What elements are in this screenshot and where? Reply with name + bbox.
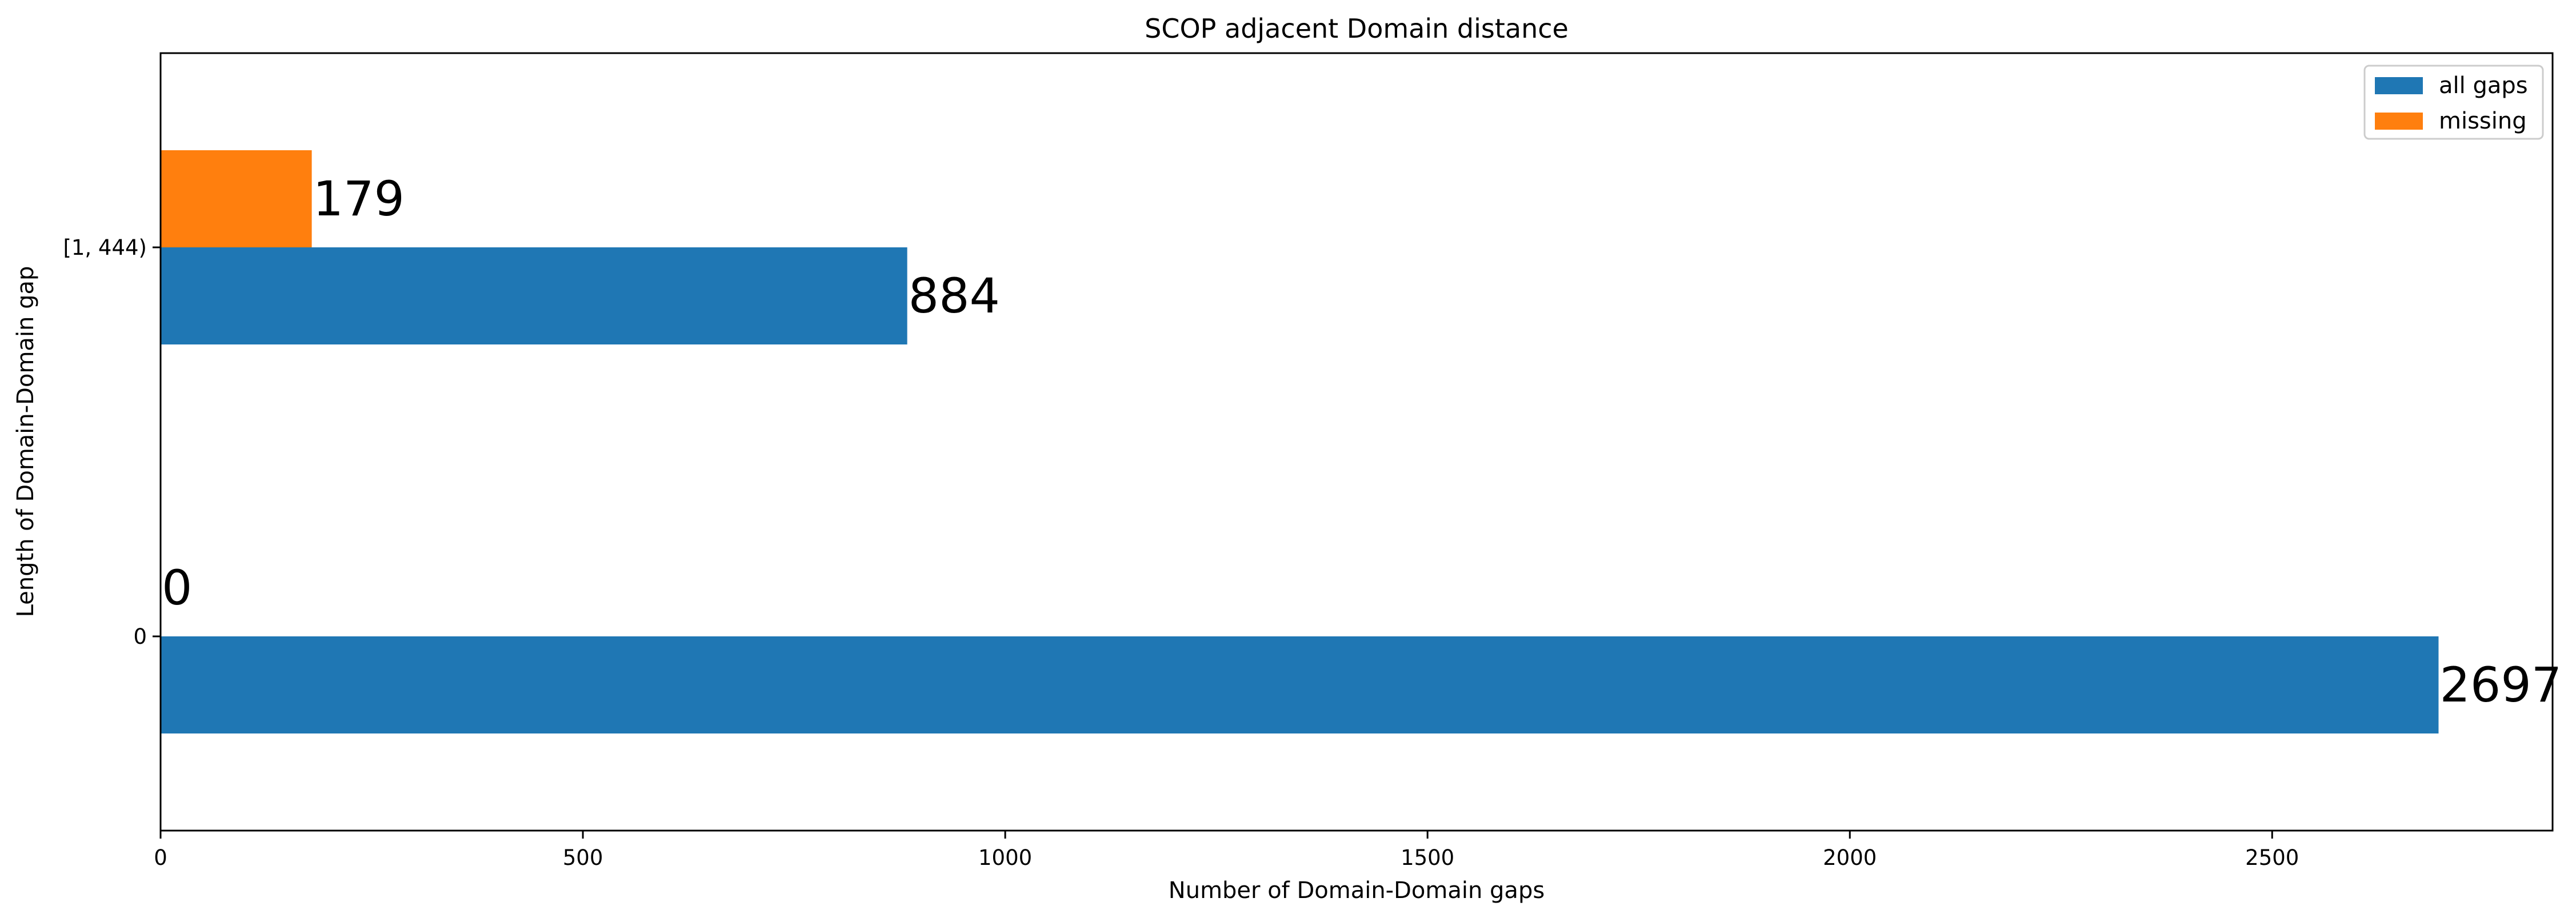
x-axis: 0 500 1000 1500 2000 2500: [154, 831, 2299, 870]
data-label: 2697: [2439, 657, 2562, 713]
legend: all gaps missing: [2363, 65, 2544, 140]
legend-swatch: [2375, 113, 2423, 130]
x-axis-label: Number of Domain-Domain gaps: [1169, 877, 1545, 904]
legend-entry: all gaps: [2439, 73, 2528, 99]
bar-missing--1-444-: [161, 150, 312, 247]
data-label: 884: [909, 268, 1000, 324]
bars-group: [161, 150, 2439, 733]
x-tick-label: 500: [563, 845, 603, 870]
x-tick-label: 2500: [2245, 845, 2299, 870]
data-label: 179: [313, 171, 405, 227]
data-labels-group: 2697 884 0 179: [162, 171, 2562, 713]
chart-title: SCOP adjacent Domain distance: [1145, 13, 1569, 44]
plot-frame: [159, 52, 2554, 832]
bar-all-gaps-0: [161, 636, 2439, 733]
legend-swatch: [2375, 77, 2423, 94]
x-tick-label: 2000: [1823, 845, 1877, 870]
bar-all-gaps--1-444-: [161, 247, 907, 344]
legend-entry: missing: [2439, 108, 2527, 134]
x-tick-label: 1000: [978, 845, 1032, 870]
data-label: 0: [162, 560, 192, 616]
x-tick-label: 1500: [1401, 845, 1454, 870]
y-tick-label: 0: [133, 624, 147, 649]
y-axis: 0 [1, 444): [63, 235, 161, 649]
y-tick-label: [1, 444): [63, 235, 147, 260]
y-axis-label: Length of Domain-Domain gap: [13, 266, 39, 618]
x-tick-label: 0: [154, 845, 167, 870]
